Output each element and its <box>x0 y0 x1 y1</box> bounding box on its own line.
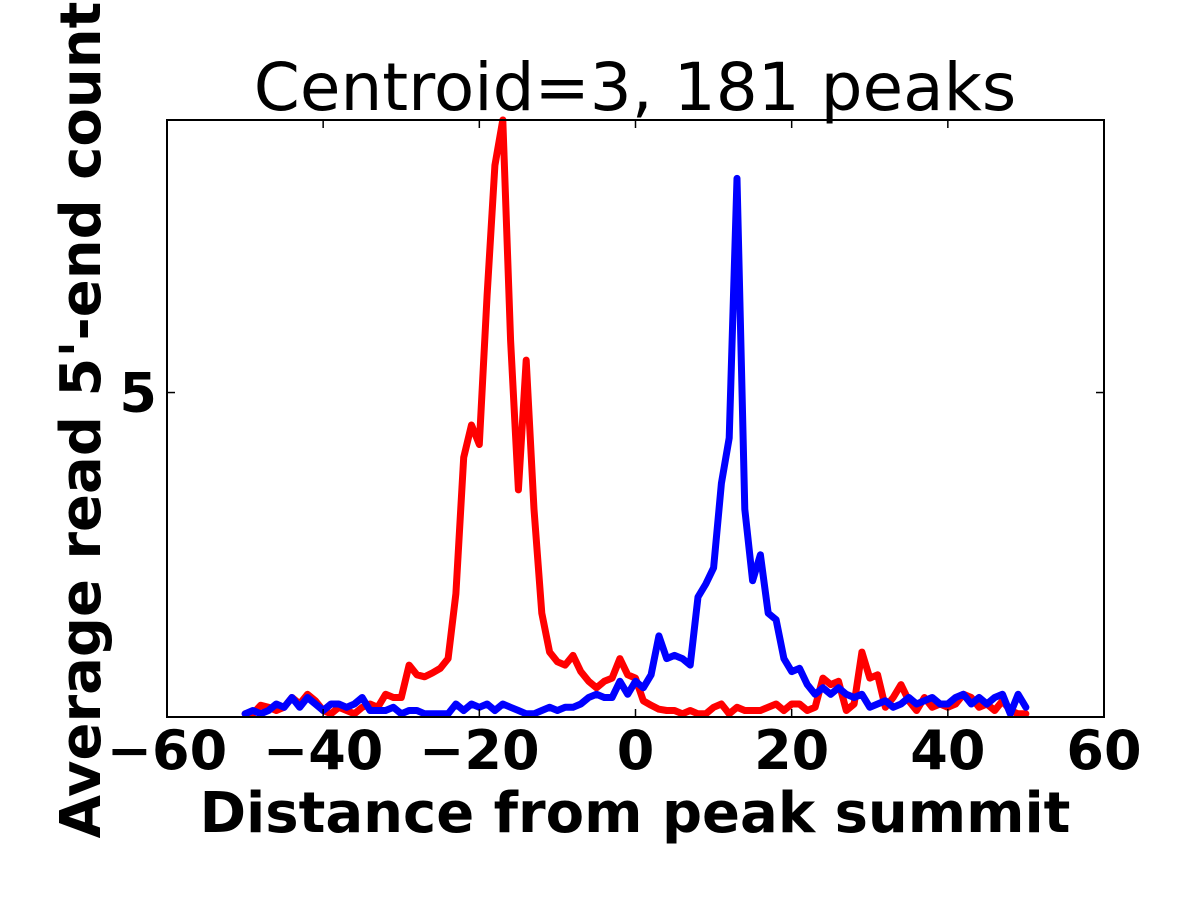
plot-frame <box>166 119 1105 718</box>
series-line-2 <box>241 174 1030 718</box>
axis-ticks <box>166 120 1105 717</box>
chart-title: Centroid=3, 181 peaks <box>254 49 1016 126</box>
x-tick-label: 0 <box>617 719 655 782</box>
x-tick-label: 60 <box>1066 719 1141 782</box>
y-tick-labels: 5 <box>119 362 157 425</box>
x-tick-label: 20 <box>754 719 829 782</box>
y-tick-label: 5 <box>119 362 157 425</box>
series-line-1 <box>241 116 1030 718</box>
plot-area <box>241 116 1030 718</box>
x-tick-label: 40 <box>910 719 985 782</box>
y-axis-label: Average read 5'-end count <box>49 2 114 839</box>
x-axis-label: Distance from peak summit <box>200 781 1071 846</box>
x-tick-label: −60 <box>107 719 227 782</box>
x-tick-labels: −60 −40 −20 0 20 40 60 <box>107 719 1142 782</box>
x-tick-label: −40 <box>263 719 383 782</box>
x-tick-label: −20 <box>419 719 539 782</box>
